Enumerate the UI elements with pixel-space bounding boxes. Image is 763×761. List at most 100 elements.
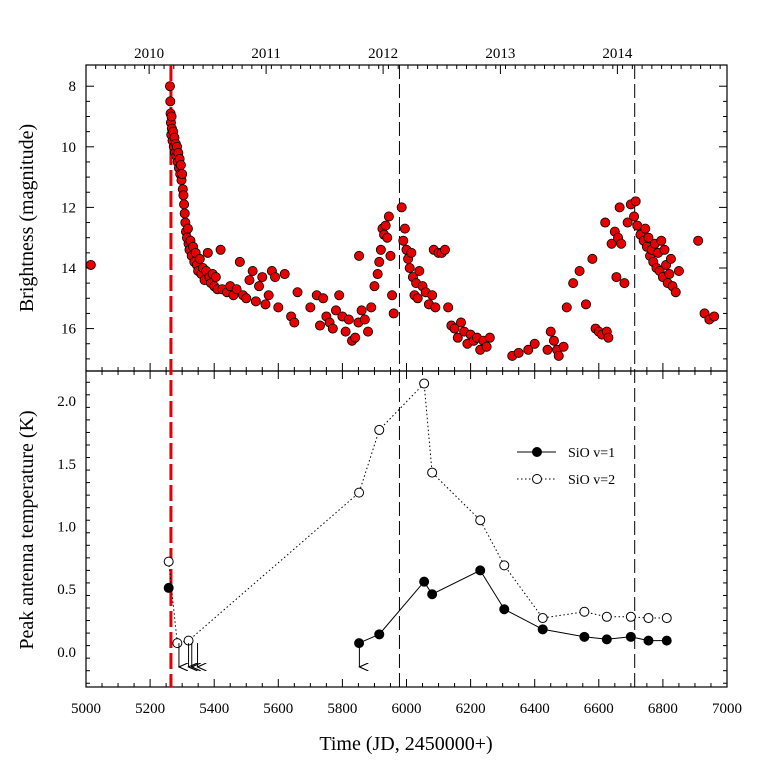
brightness-point: [656, 235, 667, 246]
x-tick-label: 6600: [584, 701, 614, 717]
series-point-sio-v-2: [354, 487, 365, 498]
brightness-point: [263, 290, 274, 301]
brightness-y-axis: 8 10 12 14 16: [61, 79, 727, 360]
brightness-point: [568, 278, 579, 289]
brightness-point: [369, 281, 380, 292]
brightness-point: [194, 253, 205, 264]
antenna-y-axis: 0.0 0.5 1.0 1.5 2.0: [57, 381, 727, 684]
brightness-point: [548, 335, 559, 346]
brightness-point: [334, 290, 345, 301]
brightness-point: [178, 190, 189, 201]
series-point-sio-v-2: [499, 560, 510, 571]
brightness-point: [659, 244, 670, 255]
brightness-point: [664, 269, 675, 280]
antenna-tick-label: 1.0: [57, 519, 76, 535]
brightness-point: [202, 247, 213, 258]
brightness-tick-label: 12: [61, 200, 76, 216]
brightness-point: [363, 326, 374, 337]
series-point-sio-v-1: [661, 635, 672, 646]
brightness-point: [553, 350, 564, 361]
brightness-point: [439, 244, 450, 255]
brightness-point: [273, 302, 284, 313]
series-point-sio-v-1: [625, 631, 636, 642]
brightness-point: [231, 284, 242, 295]
brightness-point: [630, 196, 641, 207]
legend-label-v2: SiO v=2: [568, 473, 615, 488]
brightness-point: [614, 202, 625, 213]
brightness-point: [244, 275, 255, 286]
brightness-point: [673, 266, 684, 277]
series-point-sio-v-2: [643, 613, 654, 624]
series-point-sio-v-2: [427, 467, 438, 478]
brightness-point: [709, 311, 720, 322]
x-tick-label: 6400: [520, 701, 550, 717]
brightness-point: [574, 266, 585, 277]
brightness-point: [412, 293, 423, 304]
series-point-sio-v-1: [579, 631, 590, 642]
brightness-tick-label: 16: [61, 322, 77, 338]
brightness-point: [254, 281, 265, 292]
sio-series: [163, 378, 672, 649]
brightness-point: [396, 202, 407, 213]
brightness-point: [314, 320, 325, 331]
year-label: 2014: [602, 46, 633, 62]
brightness-point: [670, 287, 681, 298]
series-point-sio-v-2: [419, 378, 430, 389]
legend-marker-v2: [532, 474, 542, 484]
series-point-sio-v-1: [601, 634, 612, 645]
antenna-tick-label: 2.0: [57, 394, 76, 410]
legend: SiO v=1 SiO v=2: [517, 446, 615, 488]
brightness-point: [399, 223, 410, 234]
event-markers: [169, 65, 636, 687]
series-point-sio-v-1: [163, 582, 174, 593]
antenna-tick-label: 1.5: [57, 457, 76, 473]
brightness-point: [387, 290, 398, 301]
brightness-point: [292, 287, 303, 298]
antenna-tick-label: 0.5: [57, 582, 76, 598]
brightness-point: [580, 299, 591, 310]
brightness-tick-label: 14: [61, 261, 77, 277]
x-tick-label: 6200: [456, 701, 486, 717]
upper-limit-arrows: [179, 643, 359, 667]
brightness-point: [406, 247, 417, 258]
brightness-point: [318, 293, 329, 304]
brightness-point: [327, 323, 338, 334]
series-line-sio-v-2: [168, 382, 667, 644]
series-point-sio-v-1: [499, 604, 510, 615]
brightness-point: [600, 217, 611, 228]
year-label: 2010: [134, 46, 164, 62]
brightness-point: [523, 344, 534, 355]
x-tick-label: 5000: [71, 701, 101, 717]
brightness-point: [164, 81, 175, 92]
x-tick-label: 5600: [263, 701, 293, 717]
series-point-sio-v-1: [475, 565, 486, 576]
series-point-sio-v-1: [419, 576, 430, 587]
series-point-sio-v-2: [172, 638, 183, 649]
brightness-point: [182, 223, 193, 234]
brightness-point: [404, 262, 415, 273]
brightness-point: [693, 235, 704, 246]
series-line-sio-v-1: [358, 569, 667, 644]
brightness-point: [85, 259, 96, 270]
brightness-point: [629, 211, 640, 222]
brightness-point: [215, 244, 226, 255]
brightness-point: [606, 238, 617, 249]
brightness-point: [179, 199, 190, 210]
brightness-point: [340, 326, 351, 337]
brightness-point: [388, 308, 399, 319]
brightness-point: [449, 323, 460, 334]
brightness-point: [260, 299, 271, 310]
antenna-y-axis-label: Peak antenna temperature (K): [16, 410, 38, 649]
series-point-sio-v-1: [643, 635, 654, 646]
series-point-sio-v-2: [579, 606, 590, 617]
brightness-point: [587, 253, 598, 264]
brightness-point: [210, 272, 221, 283]
brightness-point: [414, 266, 425, 277]
brightness-point: [257, 272, 268, 283]
series-point-sio-v-2: [661, 613, 672, 624]
brightness-point: [247, 266, 258, 277]
brightness-point: [383, 211, 394, 222]
brightness-point: [250, 296, 261, 307]
brightness-point: [375, 244, 386, 255]
brightness-point: [382, 232, 393, 243]
